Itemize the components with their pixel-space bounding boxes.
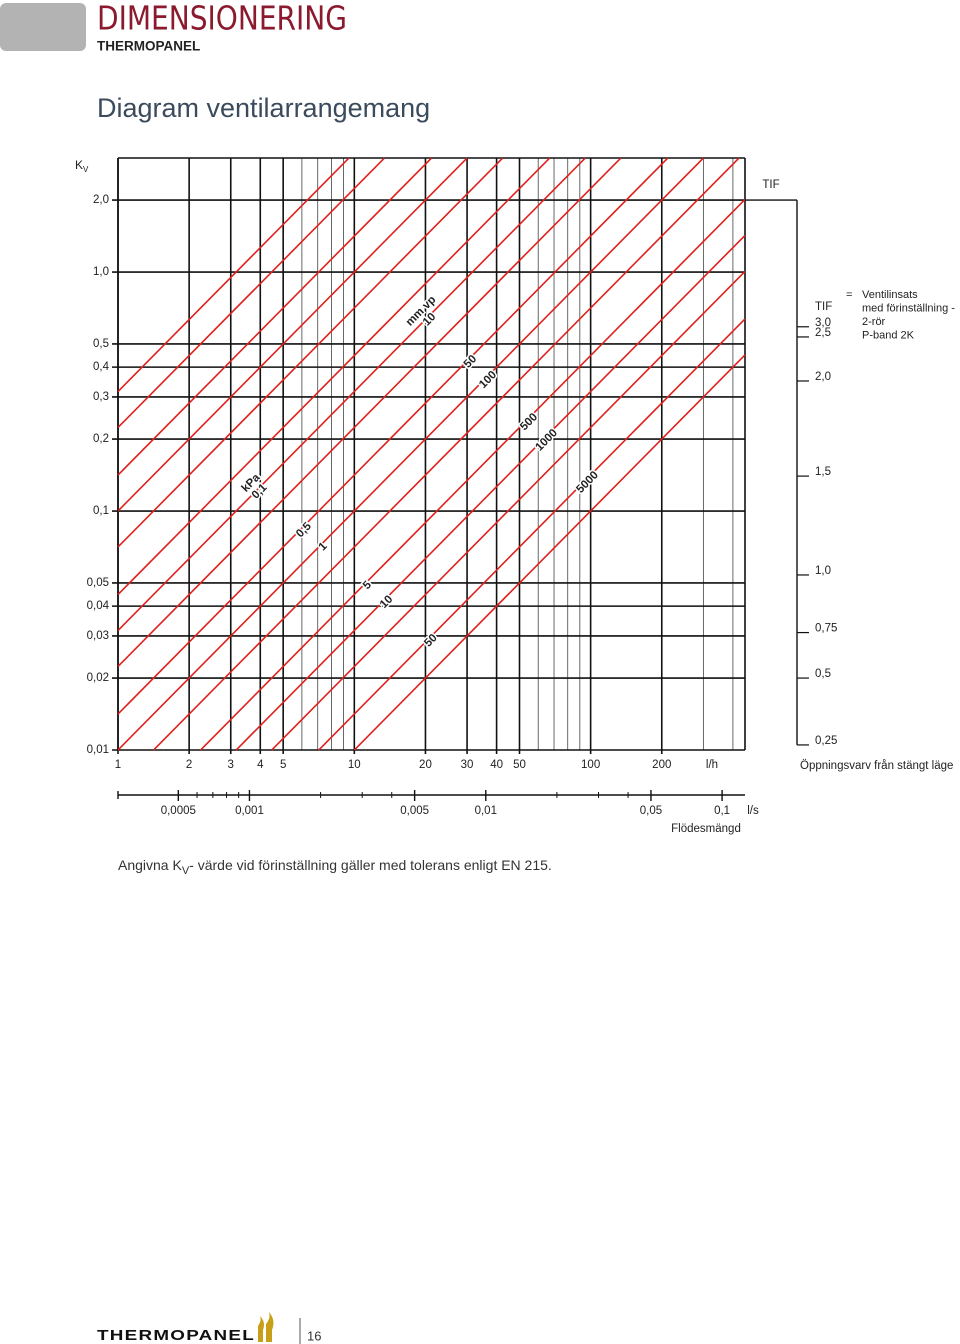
isobar bbox=[353, 354, 746, 751]
preset-label: 0,25 bbox=[815, 735, 837, 747]
isobar bbox=[318, 318, 746, 751]
isobar bbox=[200, 198, 746, 751]
x2-tick-label: 0,01 bbox=[475, 805, 497, 817]
x-tick-label: 30 bbox=[461, 759, 474, 771]
x-tick-label: 1 bbox=[115, 759, 121, 771]
x-tick-label: 5 bbox=[280, 759, 286, 771]
isobar-kpa-label: 10 bbox=[378, 593, 396, 611]
y-tick-label: 0,1 bbox=[93, 505, 109, 517]
isobar bbox=[117, 157, 586, 632]
isobar-mmvp-label: 500 bbox=[518, 411, 540, 433]
preset-top-label: TIF bbox=[762, 179, 779, 191]
isobar bbox=[153, 157, 740, 751]
x-tick-label: 40 bbox=[490, 759, 503, 771]
isobar bbox=[235, 234, 746, 751]
isobar-mmvp-label: 50 bbox=[462, 353, 480, 371]
y-axis-label: KV bbox=[75, 158, 89, 174]
y-tick-label: 0,04 bbox=[87, 600, 110, 612]
preset-label: 0,5 bbox=[815, 668, 831, 680]
footnote-sub: V bbox=[182, 865, 190, 877]
x-tick-label: 100 bbox=[581, 759, 600, 771]
isobar-kpa-label: 0,5 bbox=[294, 520, 314, 540]
legend-text: 2-rör bbox=[862, 316, 886, 328]
footer-brand: THERMOPANEL bbox=[97, 1327, 255, 1344]
footnote-part: Angivna K bbox=[118, 857, 182, 873]
isobar bbox=[117, 157, 468, 512]
legend-text: P-band 2K bbox=[862, 329, 915, 341]
isobars bbox=[117, 157, 746, 751]
legend-text: med förinställning - bbox=[862, 302, 955, 314]
y-tick-label: 0,2 bbox=[93, 433, 109, 445]
y-tick-label: 0,03 bbox=[87, 630, 109, 642]
x-tick-label: 20 bbox=[419, 759, 432, 771]
y-tick-label: 0,05 bbox=[87, 577, 109, 589]
y-tick-label: 0,4 bbox=[93, 361, 110, 373]
y-tick-label: 1,0 bbox=[93, 266, 109, 278]
y-tick-label: 0,01 bbox=[87, 744, 109, 756]
isobar bbox=[117, 157, 551, 596]
x2-tick-label: 0,001 bbox=[235, 805, 264, 817]
x2-tick-label: 0,05 bbox=[640, 805, 662, 817]
isobar bbox=[117, 157, 433, 476]
x-tick-label: 200 bbox=[652, 759, 671, 771]
y-tick-label: 2,0 bbox=[93, 194, 109, 206]
x-tick-label: 10 bbox=[348, 759, 361, 771]
isobar bbox=[117, 157, 622, 668]
isobar bbox=[117, 157, 386, 429]
x2-tick-label: 0,0005 bbox=[161, 805, 196, 817]
x2-unit: l/s bbox=[747, 805, 759, 817]
isobar-mmvp-label: 5000 bbox=[574, 469, 601, 496]
preset-label: 2,5 bbox=[815, 327, 831, 339]
isobar bbox=[271, 270, 746, 751]
x2-label: Flödesmängd bbox=[671, 823, 741, 835]
y-label-k: K bbox=[75, 158, 83, 172]
isobar bbox=[117, 157, 504, 548]
footer-logo: THERMOPANEL 16 bbox=[97, 1312, 321, 1344]
heading: Diagram ventilarrangemang bbox=[97, 93, 430, 123]
isobar bbox=[117, 157, 669, 715]
x-tick-label: 2 bbox=[186, 759, 192, 771]
y-label-sub: V bbox=[83, 165, 89, 174]
x-unit: l/h bbox=[706, 759, 718, 771]
preset-label: 0,75 bbox=[815, 623, 837, 635]
preset-label: 1,0 bbox=[815, 565, 831, 577]
page-number: 16 bbox=[307, 1328, 321, 1343]
x-tick-label: 4 bbox=[257, 759, 264, 771]
preset-name: TIF bbox=[815, 301, 832, 313]
logo-flame bbox=[266, 1312, 274, 1342]
header-brand: THERMOPANEL bbox=[97, 39, 200, 54]
x-tick-label: 3 bbox=[228, 759, 234, 771]
isobar-mmvp-label: 1000 bbox=[533, 427, 560, 454]
isobar bbox=[117, 157, 704, 751]
x2-tick-label: 0,005 bbox=[400, 805, 429, 817]
legend-text: Ventilinsats bbox=[862, 289, 918, 301]
y-tick-label: 0,3 bbox=[93, 391, 109, 403]
footnote: Angivna KV- värde vid förinställning gäl… bbox=[118, 857, 552, 877]
preset-label: 1,5 bbox=[815, 466, 831, 478]
header-title: DIMENSIONERING bbox=[97, 0, 347, 38]
y-tick-label: 0,5 bbox=[93, 338, 109, 350]
footnote-part: - värde vid förinställning gäller med to… bbox=[189, 857, 552, 873]
x2-tick-label: 0,1 bbox=[714, 805, 730, 817]
y-tick-label: 0,02 bbox=[87, 672, 109, 684]
preset-axis-label: Öppningsvarv från stängt läge bbox=[800, 760, 953, 772]
preset-label: 3,0 bbox=[815, 317, 831, 329]
x-tick-label: 50 bbox=[513, 759, 526, 771]
preset-label: 2,0 bbox=[815, 371, 831, 383]
header-tab bbox=[0, 3, 86, 51]
legend-symbol: = bbox=[846, 289, 852, 301]
isobar bbox=[117, 157, 350, 393]
logo-flame bbox=[258, 1316, 264, 1342]
